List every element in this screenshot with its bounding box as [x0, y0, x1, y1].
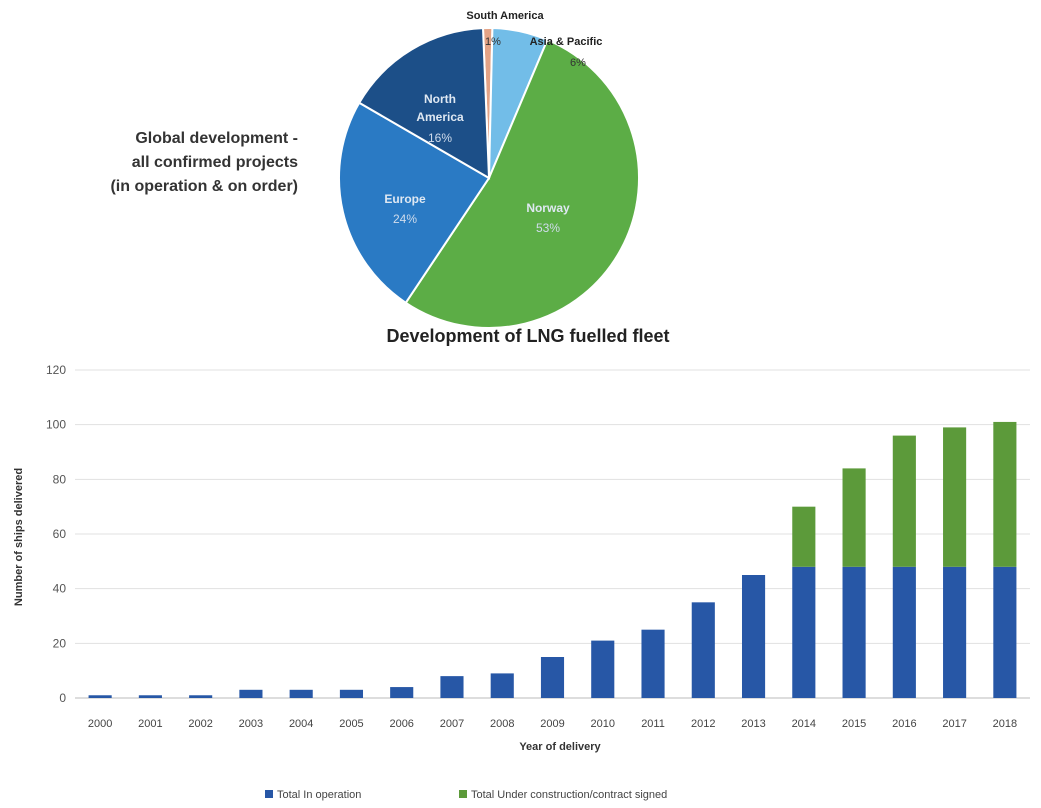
pie-label-europe: Europe	[384, 192, 426, 206]
bar-in-operation-2017	[943, 566, 967, 698]
x-tick-label-2013: 2013	[741, 718, 765, 730]
x-tick-label-2001: 2001	[138, 718, 162, 730]
y-tick-label-120: 120	[46, 363, 66, 377]
bar-in-operation-2007	[440, 676, 464, 698]
bar-in-operation-2009	[540, 657, 565, 698]
x-tick-label-2006: 2006	[389, 718, 413, 730]
pie-labels: South America 1% Asia & Pacific 6% Norwa…	[384, 10, 602, 235]
bar-in-operation-2003	[239, 689, 263, 698]
x-tick-label-2007: 2007	[440, 718, 464, 730]
pie-title-line-2: all confirmed projects	[132, 154, 298, 171]
x-tick-label-2016: 2016	[892, 718, 916, 730]
bar-in-operation-2012	[691, 602, 715, 698]
bar-in-operation-2018	[993, 566, 1017, 698]
x-tick-label-2018: 2018	[993, 718, 1017, 730]
x-tick-label-2005: 2005	[339, 718, 363, 730]
bar-in-operation-2002	[189, 695, 213, 698]
pie-chart	[338, 27, 640, 329]
y-tick-label-100: 100	[46, 418, 66, 432]
pie-value-europe: 24%	[393, 212, 417, 226]
pie-slice-norway	[404, 38, 640, 329]
legend-label-in-operation: Total In operation	[277, 789, 361, 801]
y-axis-ticks: 0 20 40 60 80 100 120	[46, 363, 66, 705]
legend: Total In operation Total Under construct…	[265, 789, 667, 801]
x-axis-ticks: 2000 2001 2002 2003 2004 2005 2006 2007 2008 2009…	[88, 718, 1017, 730]
y-tick-label-40: 40	[53, 582, 67, 596]
pie-label-asia-pacific: Asia & Pacific	[530, 36, 603, 48]
bar-in-operation-2001	[138, 695, 162, 698]
x-tick-label-2015: 2015	[842, 718, 866, 730]
bar-under-construction-2014	[792, 506, 816, 567]
pie-value-south-america: 1%	[485, 36, 501, 48]
bar-in-operation-2016	[892, 566, 916, 698]
bar-gridlines	[75, 369, 1030, 699]
bar-in-operation-2006	[390, 687, 414, 698]
bar-in-operation-2014	[792, 566, 816, 698]
bar-in-operation-2011	[641, 629, 665, 698]
pie-value-norway: 53%	[536, 221, 560, 235]
x-tick-label-2012: 2012	[691, 718, 715, 730]
x-tick-label-2010: 2010	[591, 718, 615, 730]
bar-chart-title: Development of LNG fuelled fleet	[386, 326, 669, 346]
x-tick-label-2011: 2011	[641, 718, 665, 730]
bar-in-operation-2000	[88, 695, 112, 698]
x-tick-label-2002: 2002	[188, 718, 212, 730]
bar-in-operation-2015	[842, 566, 866, 698]
x-tick-label-2000: 2000	[88, 718, 112, 730]
y-tick-label-80: 80	[53, 472, 67, 486]
y-tick-label-0: 0	[59, 691, 66, 705]
bar-under-construction-2015	[842, 468, 866, 567]
bar-under-construction-2017	[943, 427, 967, 567]
x-axis-label: Year of delivery	[519, 741, 601, 753]
x-tick-label-2003: 2003	[239, 718, 263, 730]
pie-label-north-america-line-2: America	[416, 110, 464, 124]
bar-under-construction-2018	[993, 421, 1017, 567]
x-tick-label-2014: 2014	[792, 718, 816, 730]
bar-series	[88, 421, 1017, 698]
legend-swatch-in-operation	[265, 790, 273, 798]
bar-in-operation-2013	[741, 575, 766, 698]
pie-label-norway: Norway	[526, 201, 570, 215]
pie-chart-title: Global development - all confirmed proje…	[110, 130, 298, 195]
legend-label-under-construction: Total Under construction/contract signed	[471, 789, 667, 801]
bar-in-operation-2010	[591, 640, 615, 698]
pie-title-line-3: (in operation & on order)	[110, 178, 298, 195]
bar-in-operation-2005	[339, 689, 364, 698]
pie-value-north-america: 16%	[428, 131, 452, 145]
pie-label-south-america: South America	[466, 10, 544, 22]
pie-value-asia-pacific: 6%	[570, 57, 586, 69]
bar-in-operation-2004	[289, 689, 313, 698]
x-tick-label-2017: 2017	[942, 718, 966, 730]
x-tick-label-2009: 2009	[540, 718, 564, 730]
y-tick-label-20: 20	[53, 636, 67, 650]
pie-title-line-1: Global development -	[135, 130, 298, 147]
pie-slice-europe	[338, 101, 491, 305]
x-tick-label-2008: 2008	[490, 718, 514, 730]
y-axis-label: Number of ships delivered	[13, 468, 25, 606]
x-tick-label-2004: 2004	[289, 718, 313, 730]
pie-label-north-america-line-1: North	[424, 92, 456, 106]
bar-under-construction-2016	[892, 435, 916, 567]
y-tick-label-60: 60	[53, 527, 67, 541]
legend-swatch-under-construction	[459, 790, 467, 798]
bar-in-operation-2008	[490, 673, 514, 698]
pie-slice-north-america	[357, 27, 491, 180]
